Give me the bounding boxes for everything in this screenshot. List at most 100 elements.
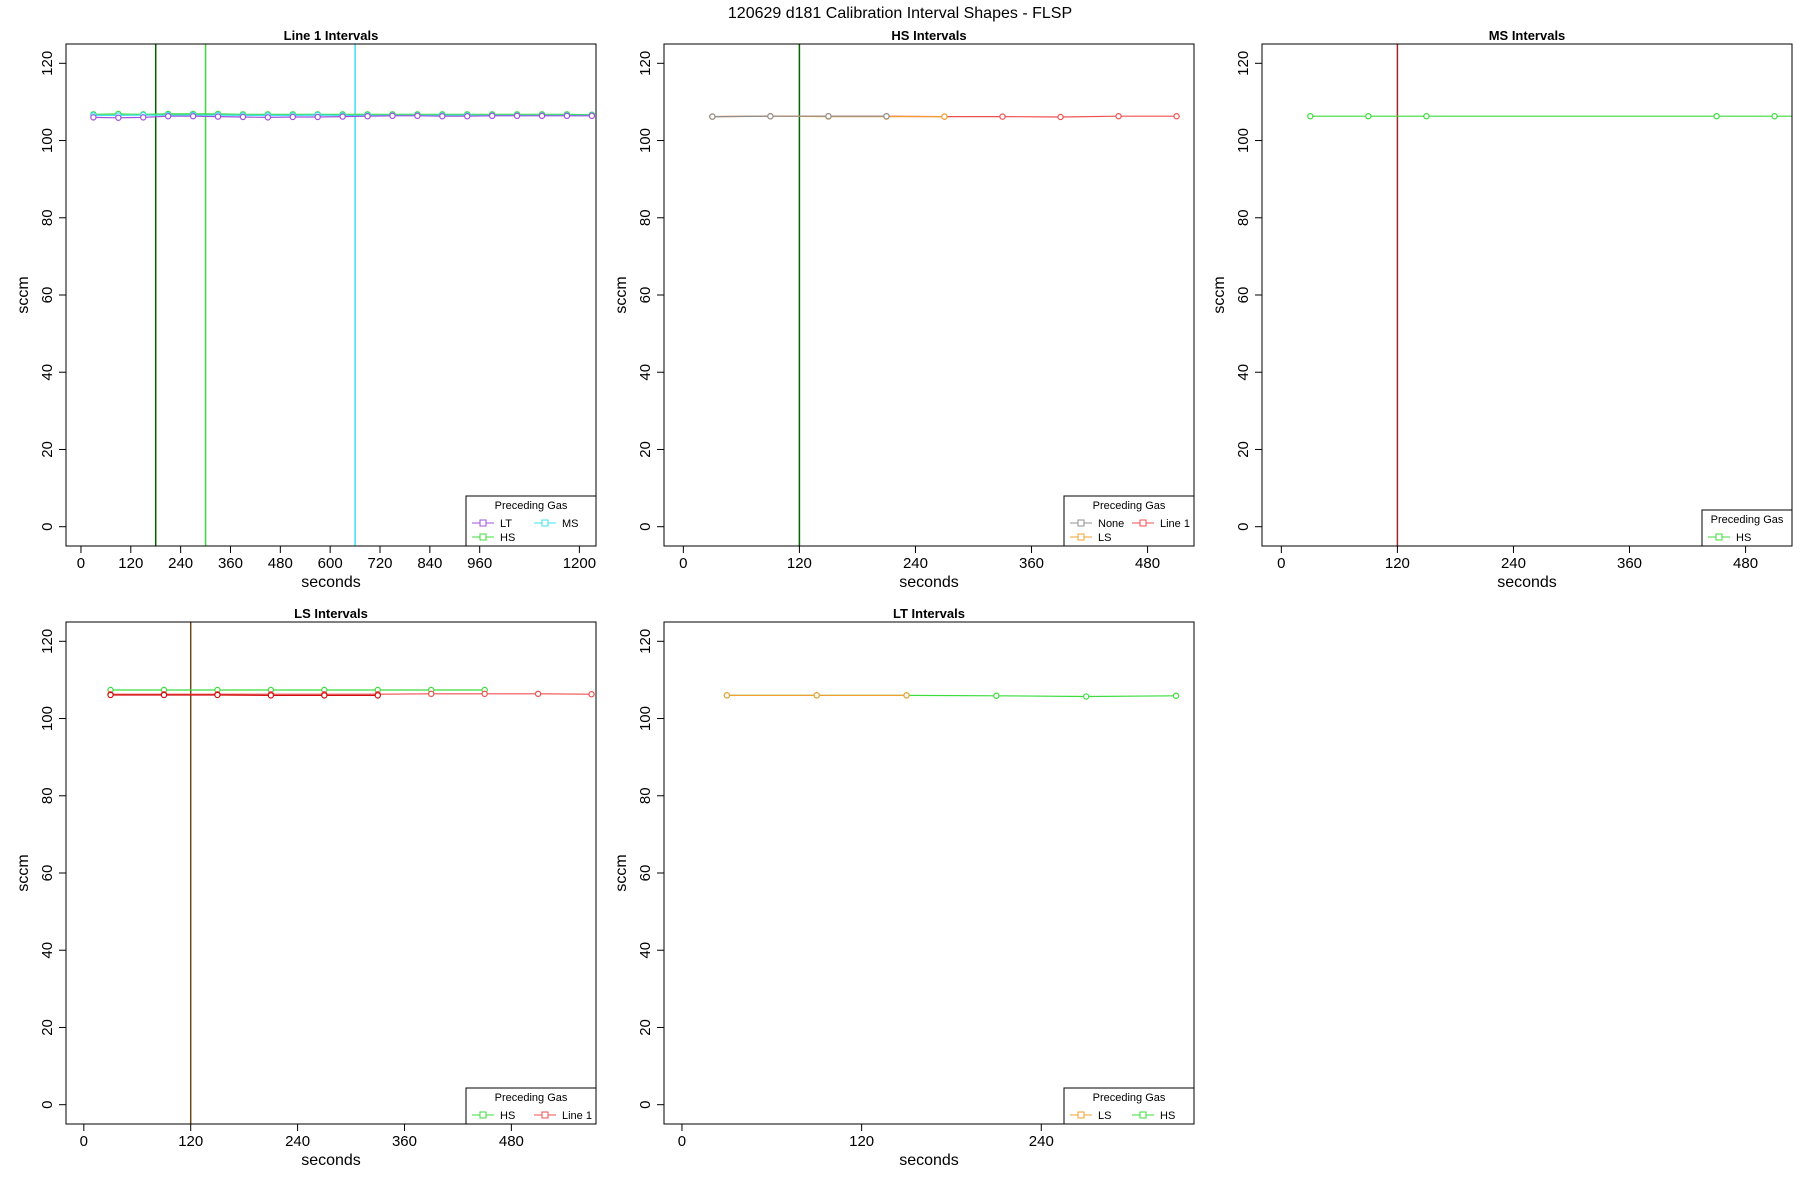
legend-entry-label: HS: [1160, 1110, 1175, 1122]
legend-entry-label: HS: [500, 532, 515, 544]
data-point: [164, 113, 172, 120]
plot-frame: [1261, 43, 1793, 547]
legend-title: Preceding Gas: [1711, 514, 1784, 526]
y-tick-label: 0: [39, 523, 56, 531]
plot-frame: [65, 43, 597, 547]
legend-swatch-marker: [541, 519, 549, 527]
series-line-1-b-: [107, 691, 381, 699]
x-tick-label: 360: [218, 555, 243, 572]
data-point: [1713, 113, 1720, 120]
x-tick-label: 480: [1135, 555, 1160, 572]
x-tick-label: 120: [849, 1133, 874, 1150]
legend-swatch-marker: [1139, 1111, 1147, 1119]
chart-lt: LT Intervals 0 20 40 60 80 100 120 0 120 240 second…: [613, 606, 1195, 1169]
y-tick-label: 120: [39, 629, 56, 654]
x-tick-label: 960: [467, 555, 492, 572]
y-axis-label: sccm: [613, 276, 630, 313]
data-point: [1423, 113, 1430, 120]
chart-ls: LS Intervals 0 20 40 60 80 100 120 0 120 240 360 480…: [15, 606, 597, 1169]
legend: Preceding Gas HS Line 1: [465, 1087, 597, 1125]
legend-entry-label: Line 1: [562, 1110, 592, 1122]
y-tick-label: 0: [637, 1101, 654, 1109]
y-tick-label: 120: [39, 51, 56, 76]
chart-title: LT Intervals: [893, 606, 965, 621]
legend: Preceding Gas None Line 1 LS: [1063, 495, 1195, 547]
series-lt: [90, 112, 596, 121]
y-tick-label: 60: [637, 287, 654, 304]
legend-swatch-marker: [479, 1111, 487, 1119]
legend-title: Preceding Gas: [1093, 1092, 1166, 1104]
y-axis-label: sccm: [1211, 276, 1228, 313]
data-point: [389, 112, 396, 120]
data-point: [813, 692, 820, 699]
legend-title: Preceding Gas: [1093, 500, 1166, 512]
y-tick-label: 100: [1235, 128, 1252, 153]
y-tick-label: 20: [39, 441, 56, 458]
legend-swatch-marker: [541, 1111, 549, 1119]
x-tick-label: 480: [268, 555, 293, 572]
plot-area: [107, 622, 595, 1124]
data-point: [189, 113, 197, 120]
data-point: [115, 114, 122, 121]
data-point: [239, 113, 247, 121]
plot-area: [1307, 44, 1792, 546]
data-point: [723, 692, 731, 699]
y-tick-label: 40: [637, 364, 654, 381]
y-tick-label: 40: [637, 942, 654, 959]
data-point: [1172, 692, 1180, 699]
data-point: [214, 113, 222, 120]
legend-box: [1063, 495, 1195, 547]
plot-area: [723, 692, 1180, 700]
y-axis-label: sccm: [613, 854, 630, 891]
chart-title: LS Intervals: [294, 606, 368, 621]
legend-entry-label: HS: [1736, 532, 1751, 544]
x-tick-label: 360: [392, 1133, 417, 1150]
y-tick-label: 20: [1235, 441, 1252, 458]
figure-title: 120629 d181 Calibration Interval Shapes …: [728, 5, 1072, 22]
y-axis-label: sccm: [15, 854, 32, 891]
legend-box: [465, 1087, 597, 1125]
legend-swatch-marker: [1077, 519, 1085, 527]
series-none: [709, 113, 890, 120]
data-point: [993, 692, 1000, 699]
data-point: [214, 691, 221, 699]
y-axis-label: sccm: [15, 276, 32, 313]
plot-area: [709, 44, 1180, 546]
x-tick-label: 120: [787, 555, 812, 572]
chart-hs: HS Intervals 0 20 40 60 80 100 120 0 120 240 360 480…: [613, 28, 1195, 591]
plot-frame: [663, 43, 1195, 547]
legend: Preceding Gas HS: [1701, 509, 1793, 547]
chart-ms: MS Intervals 0 20 40 60 80 100 120 0 120 240 360 480…: [1211, 28, 1793, 591]
data-point: [1365, 113, 1372, 120]
y-tick-label: 20: [637, 441, 654, 458]
data-point: [1307, 113, 1314, 120]
data-point: [90, 114, 97, 121]
y-tick-label: 20: [39, 1019, 56, 1036]
x-axis-label: seconds: [899, 574, 959, 591]
data-point: [588, 691, 595, 698]
data-point: [883, 113, 890, 120]
x-tick-label: 360: [1019, 555, 1044, 572]
x-tick-label: 480: [499, 1133, 524, 1150]
x-tick-label: 120: [178, 1133, 203, 1150]
data-point: [428, 690, 435, 698]
data-point: [289, 113, 296, 121]
y-tick-label: 80: [637, 787, 654, 804]
y-tick-label: 20: [637, 1019, 654, 1036]
series-ls: [723, 692, 910, 699]
x-axis-label: seconds: [1497, 574, 1557, 591]
legend-swatch-marker: [1139, 519, 1147, 527]
y-tick-label: 40: [39, 942, 56, 959]
data-point: [374, 692, 381, 699]
y-tick-label: 60: [1235, 287, 1252, 304]
x-axis-label: seconds: [301, 1152, 361, 1169]
data-point: [488, 112, 496, 120]
y-tick-label: 40: [1235, 364, 1252, 381]
y-tick-label: 120: [637, 629, 654, 654]
x-tick-label: 480: [1733, 555, 1758, 572]
data-point: [767, 113, 774, 120]
data-point: [1057, 113, 1064, 121]
x-tick-label: 600: [318, 555, 343, 572]
